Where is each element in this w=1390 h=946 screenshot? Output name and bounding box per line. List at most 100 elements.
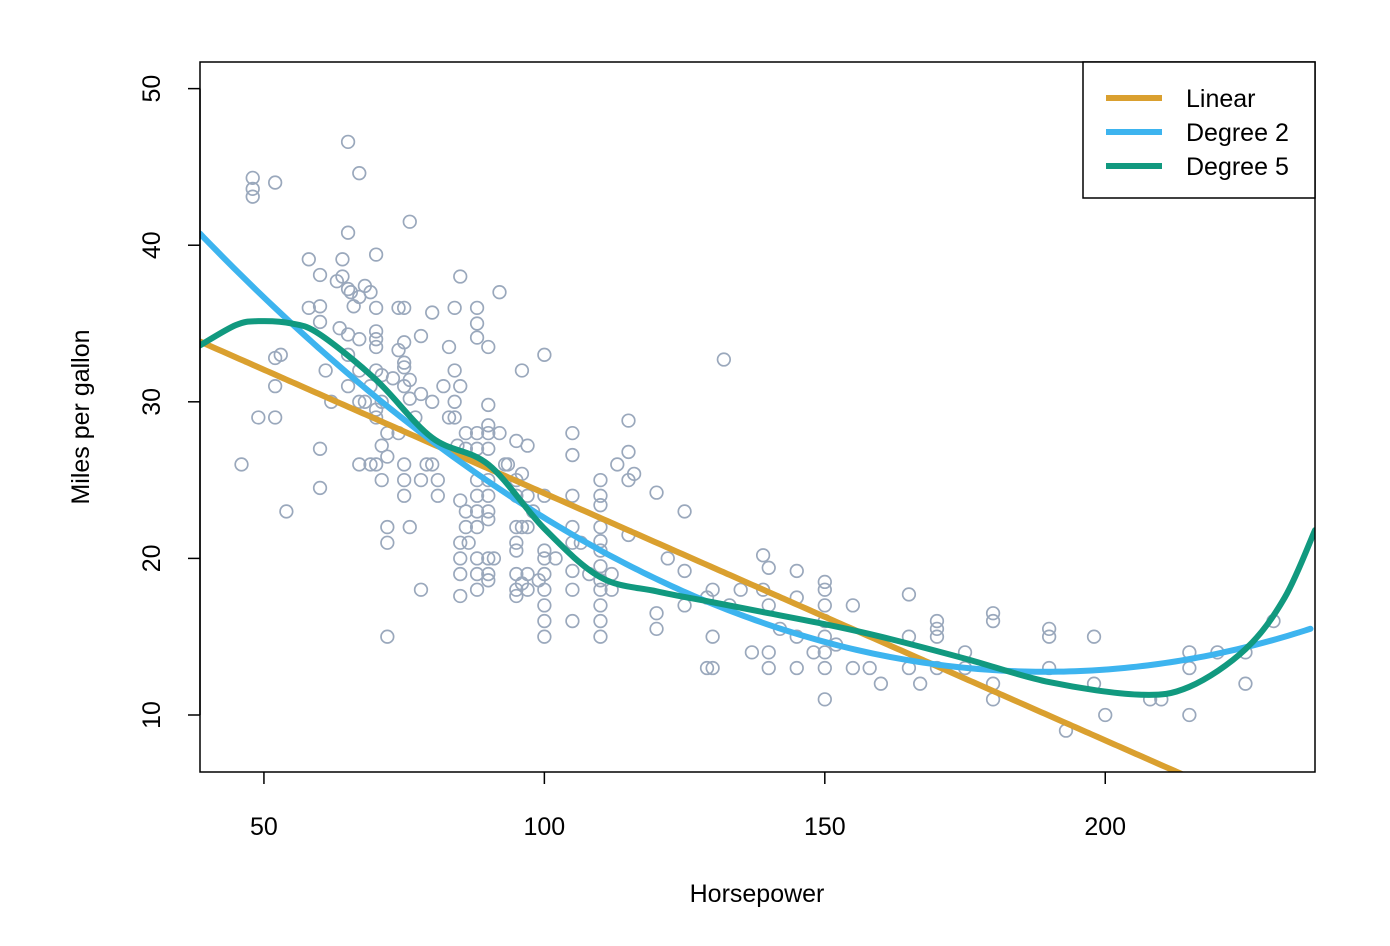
x-tick-label: 150: [804, 813, 846, 841]
data-point: [593, 559, 608, 574]
data-point: [761, 560, 776, 575]
data-point: [332, 321, 347, 336]
data-point: [593, 472, 608, 488]
data-point: [514, 519, 530, 535]
data-point: [340, 347, 356, 362]
data-point: [649, 485, 664, 500]
legend-label: Degree 2: [1186, 119, 1289, 147]
data-point: [537, 629, 552, 644]
data-point: [402, 519, 417, 535]
data-point: [481, 339, 496, 355]
data-point: [357, 394, 373, 409]
data-point: [343, 285, 359, 300]
data-point: [458, 519, 474, 535]
data-point: [425, 457, 440, 472]
data-point: [340, 134, 356, 150]
data-point: [413, 386, 429, 402]
data-point: [565, 582, 580, 597]
data-point: [565, 447, 580, 463]
y-tick-label: 10: [138, 701, 166, 729]
data-point: [469, 330, 485, 345]
data-point: [1041, 621, 1057, 637]
data-point: [677, 504, 692, 519]
data-point: [413, 472, 429, 488]
data-point: [509, 519, 524, 535]
data-point: [481, 488, 496, 503]
data-point: [817, 598, 832, 613]
data-point: [481, 504, 496, 519]
data-point: [509, 582, 524, 597]
data-point: [621, 444, 636, 460]
data-point: [1182, 707, 1197, 723]
data-point: [413, 582, 429, 597]
data-point: [537, 347, 552, 362]
data-point: [610, 457, 625, 472]
data-point: [929, 629, 945, 644]
data-point: [481, 441, 496, 456]
data-point: [397, 300, 412, 316]
data-point: [621, 413, 636, 428]
fit-lines: [200, 230, 1315, 772]
data-point: [453, 535, 468, 550]
y-axis: 10 20 30 40 50: [138, 75, 201, 729]
data-point: [929, 621, 945, 637]
data-point: [312, 299, 328, 314]
data-point: [716, 352, 731, 367]
legend-label: Degree 5: [1186, 153, 1289, 181]
data-point: [368, 324, 384, 339]
data-point: [363, 457, 378, 472]
data-point: [497, 457, 513, 472]
data-point: [391, 300, 406, 316]
data-point: [806, 645, 821, 660]
data-point: [789, 563, 804, 579]
data-point: [514, 363, 530, 378]
data-point: [368, 247, 384, 262]
data-point: [268, 379, 283, 394]
data-point: [385, 371, 401, 386]
legend-label: Linear: [1186, 85, 1256, 113]
data-point: [447, 363, 462, 378]
data-point: [705, 582, 720, 597]
data-point: [273, 347, 288, 362]
data-point: [340, 225, 356, 240]
data-point: [481, 425, 496, 441]
data-point: [537, 551, 552, 566]
data-point: [901, 587, 917, 602]
data-point: [593, 488, 608, 503]
data-point: [755, 548, 771, 563]
data-point: [453, 588, 468, 604]
data-point: [913, 676, 928, 691]
data-point: [430, 472, 445, 488]
data-point: [312, 267, 328, 283]
data-point: [520, 488, 535, 503]
data-point: [492, 425, 507, 441]
data-point: [537, 613, 552, 629]
data-point: [705, 629, 720, 644]
data-point: [447, 394, 462, 409]
fit-line-linear: [200, 338, 1185, 772]
data-point: [374, 472, 389, 488]
data-point: [268, 175, 283, 190]
data-point: [458, 504, 474, 519]
data-point: [234, 457, 249, 472]
data-point: [593, 613, 608, 629]
data-point: [374, 438, 389, 453]
data-point: [1182, 660, 1197, 676]
data-point: [453, 551, 468, 566]
data-point: [985, 606, 1001, 621]
fit-line-degree-5: [200, 318, 1315, 698]
data-point: [985, 613, 1001, 629]
data-point: [368, 339, 384, 355]
y-tick-label: 20: [138, 544, 166, 572]
data-point: [520, 438, 535, 453]
data-point: [453, 269, 468, 284]
data-point: [469, 551, 485, 566]
data-point: [660, 551, 675, 566]
data-point: [789, 660, 804, 676]
data-point: [352, 166, 367, 181]
data-point: [335, 269, 350, 284]
data-point: [537, 566, 552, 582]
data-point: [469, 316, 485, 331]
data-point: [744, 645, 760, 660]
